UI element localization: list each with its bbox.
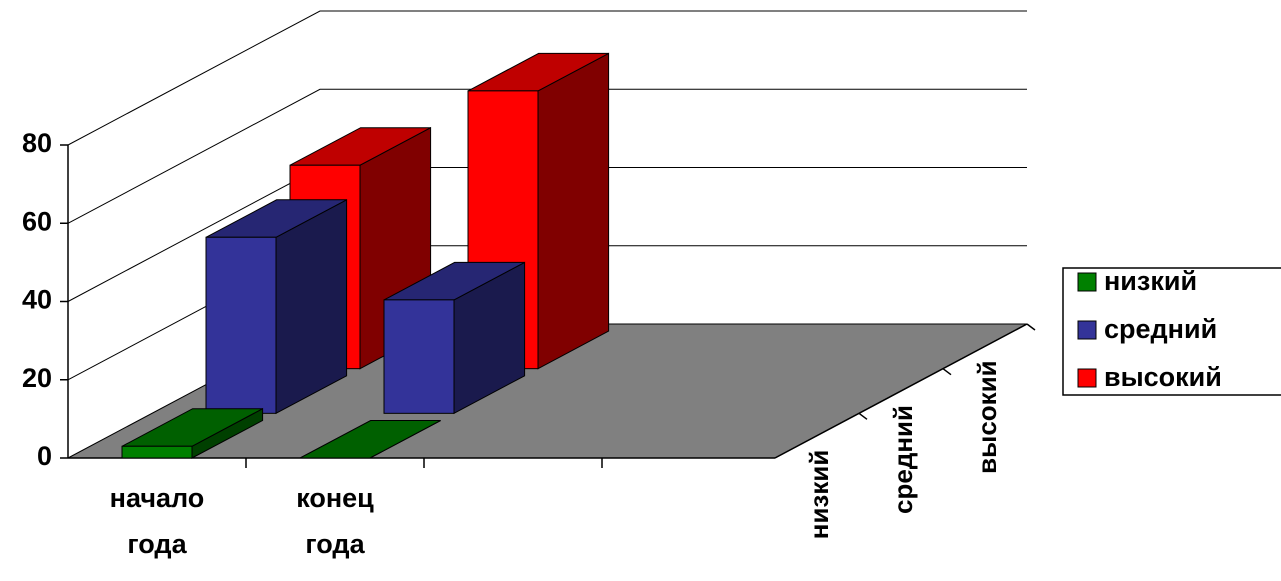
y-tick-label: 60 (22, 206, 52, 236)
depth-tick (1026, 323, 1036, 331)
bar (121, 407, 264, 459)
bar-top (299, 420, 441, 459)
depth-tick (858, 412, 868, 420)
y-tick-label: 0 (37, 441, 52, 471)
grid-line (67, 88, 1027, 224)
bar-front (383, 299, 455, 414)
legend-label: низкий (1104, 266, 1197, 296)
y-tick-label: 80 (22, 128, 52, 158)
bar-front (121, 445, 193, 459)
legend-box (1062, 267, 1281, 396)
depth-tick (942, 368, 952, 376)
legend-label: высокий (1104, 362, 1222, 392)
depth-label: средний (888, 405, 918, 514)
legend-label: средний (1104, 314, 1217, 344)
bar (383, 261, 526, 415)
bar (205, 198, 348, 415)
bar-front (205, 236, 277, 414)
legend-swatch (1077, 320, 1097, 340)
bar (299, 420, 441, 459)
depth-label: низкий (804, 450, 834, 540)
y-tick-label: 40 (22, 285, 52, 315)
grid-line (67, 10, 1027, 146)
legend-swatch (1077, 272, 1097, 292)
y-tick-label: 20 (22, 363, 52, 393)
depth-axis (774, 323, 1028, 459)
bar-side (537, 52, 610, 370)
x-tick-label: конец года (296, 483, 374, 559)
x-tick-label: начало года (110, 483, 205, 559)
legend-swatch (1077, 368, 1097, 388)
legend: низкий средний высокий (1062, 266, 1281, 396)
depth-label: высокий (972, 360, 1002, 474)
